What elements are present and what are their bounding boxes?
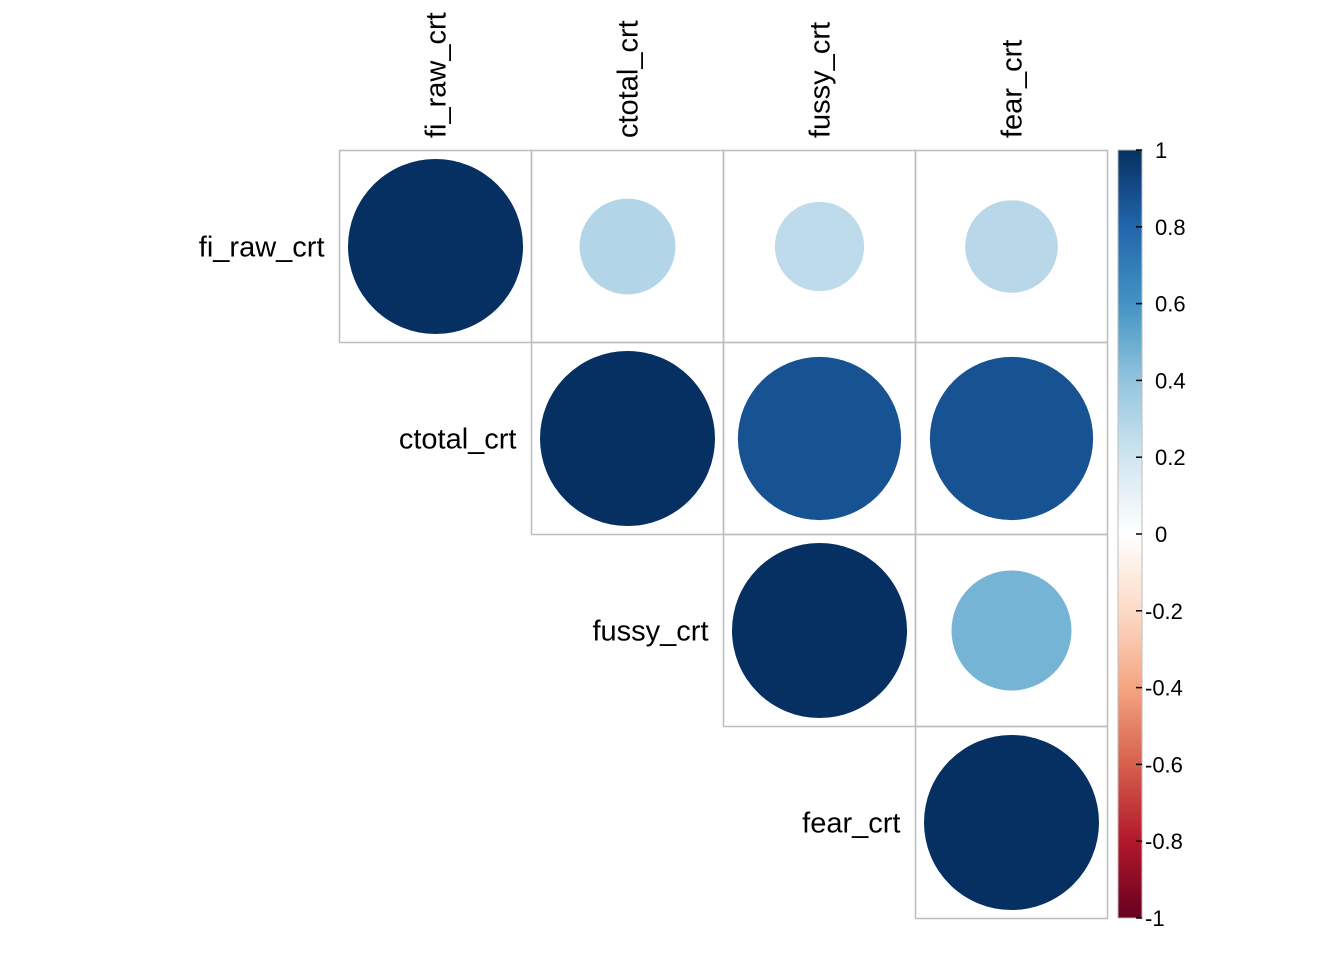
- correlation-circle-fear_crt-fear_crt: [924, 735, 1099, 910]
- colorbar: 1 0.8 0.6 0.4 0.2 0 -0.2 -0.4 -0.6 -0.8 -1: [1117, 138, 1186, 931]
- row-label-fussy_crt: fussy_crt: [592, 616, 708, 648]
- correlation-circle-fussy_crt-fussy_crt: [732, 543, 907, 718]
- row-label-fear_crt: fear_crt: [802, 808, 900, 840]
- correlation-circle-ctotal_crt-ctotal_crt: [540, 351, 715, 526]
- correlation-circle-fussy_crt-fear_crt: [951, 570, 1072, 691]
- circles-layer: [348, 159, 1099, 910]
- row-label-ctotal_crt: ctotal_crt: [399, 424, 517, 456]
- correlation-circle-ctotal_crt-fussy_crt: [737, 356, 902, 521]
- column-label-fussy_crt: fussy_crt: [805, 22, 837, 138]
- colorbar-tick-label: -0.8: [1145, 829, 1183, 854]
- colorbar-tick-label: 0.2: [1155, 445, 1186, 470]
- column-label-fi_raw_crt: fi_raw_crt: [421, 12, 453, 138]
- correlation-circle-fi_raw_crt-fussy_crt: [774, 201, 865, 292]
- colorbar-tick-label: -0.4: [1145, 676, 1183, 701]
- correlation-circle-fi_raw_crt-fi_raw_crt: [348, 159, 523, 334]
- correlation-circle-fi_raw_crt-fear_crt: [965, 200, 1058, 293]
- colorbar-tick-label: 0: [1155, 522, 1167, 547]
- colorbar-tick-label: -0.2: [1145, 599, 1183, 624]
- column-label-ctotal_crt: ctotal_crt: [613, 20, 645, 138]
- labels-layer: fi_raw_crt ctotal_crt fussy_crt fear_crt fi_…: [199, 12, 1029, 839]
- correlation-circle-ctotal_crt-fear_crt: [929, 356, 1094, 521]
- colorbar-tick-label: 0.6: [1155, 292, 1186, 317]
- column-label-fear_crt: fear_crt: [997, 40, 1029, 138]
- cells-layer: [338, 149, 1109, 920]
- colorbar-tick-label: -0.6: [1145, 752, 1183, 777]
- row-label-fi_raw_crt: fi_raw_crt: [199, 232, 325, 264]
- grid-cell: [914, 725, 1109, 920]
- colorbar-tick-label: 0.4: [1155, 368, 1186, 393]
- colorbar-tick-label: -1: [1145, 906, 1165, 931]
- correlation-circle-fi_raw_crt-ctotal_crt: [579, 198, 676, 295]
- colorbar-tick-label: 1: [1155, 138, 1167, 163]
- colorbar-tick-label: 0.8: [1155, 215, 1186, 240]
